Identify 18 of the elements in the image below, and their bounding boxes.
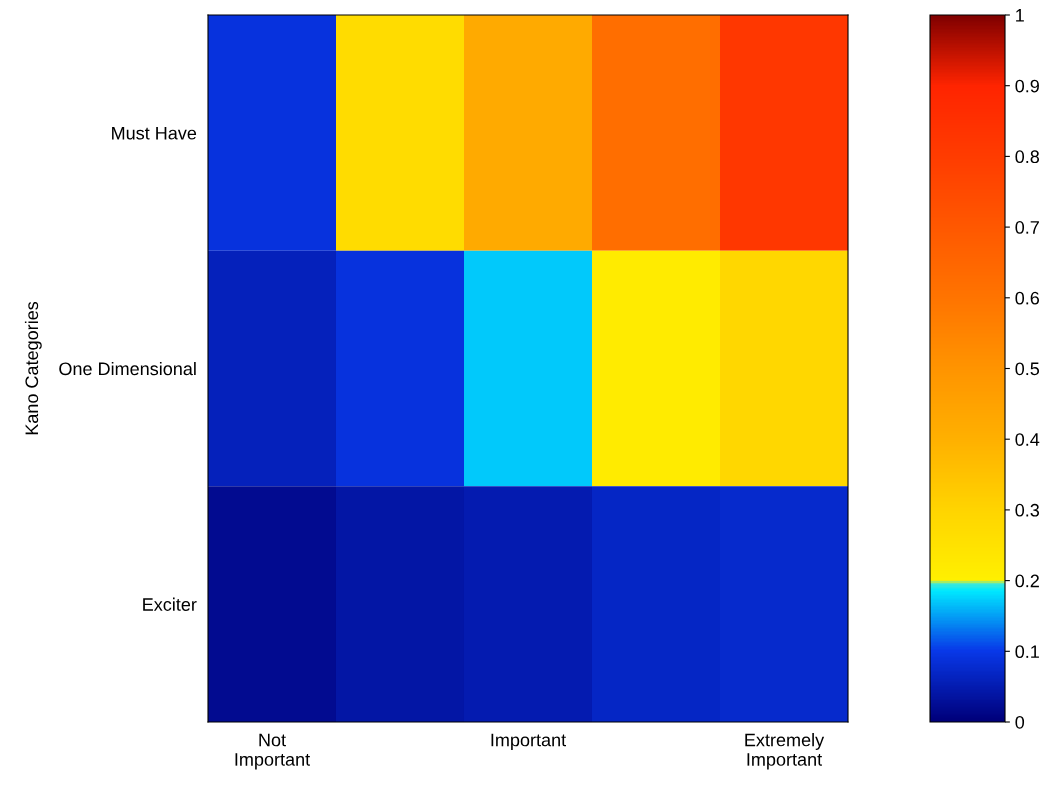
color-bar-label: 0.2 (1015, 574, 1039, 588)
color-bar-label: 1 (1016, 9, 1024, 22)
color-bar-label: 0.8 (1015, 150, 1040, 164)
y-tick-label: One Dimensional (59, 361, 196, 376)
color-bar-label: 0.5 (1015, 362, 1040, 376)
color-bar-label: 0 (1015, 715, 1025, 729)
y-axis-title: Kano Categories (24, 301, 42, 435)
y-tick-label: Must Have (112, 126, 197, 140)
color-bar-label: 0.4 (1015, 433, 1040, 446)
x-tick-label: Important (491, 733, 566, 750)
color-bar-label: 0.1 (1015, 645, 1039, 659)
x-tick-label: Extremely Important (745, 733, 825, 770)
x-tick-label: Not Important (235, 733, 310, 770)
y-tick-label: Exciter (143, 597, 197, 611)
color-bar-label: 0.3 (1015, 503, 1040, 517)
color-bar-label: 0.6 (1015, 291, 1040, 305)
color-bar-label: 0.7 (1015, 221, 1039, 234)
color-bar-label: 0.9 (1015, 79, 1039, 93)
